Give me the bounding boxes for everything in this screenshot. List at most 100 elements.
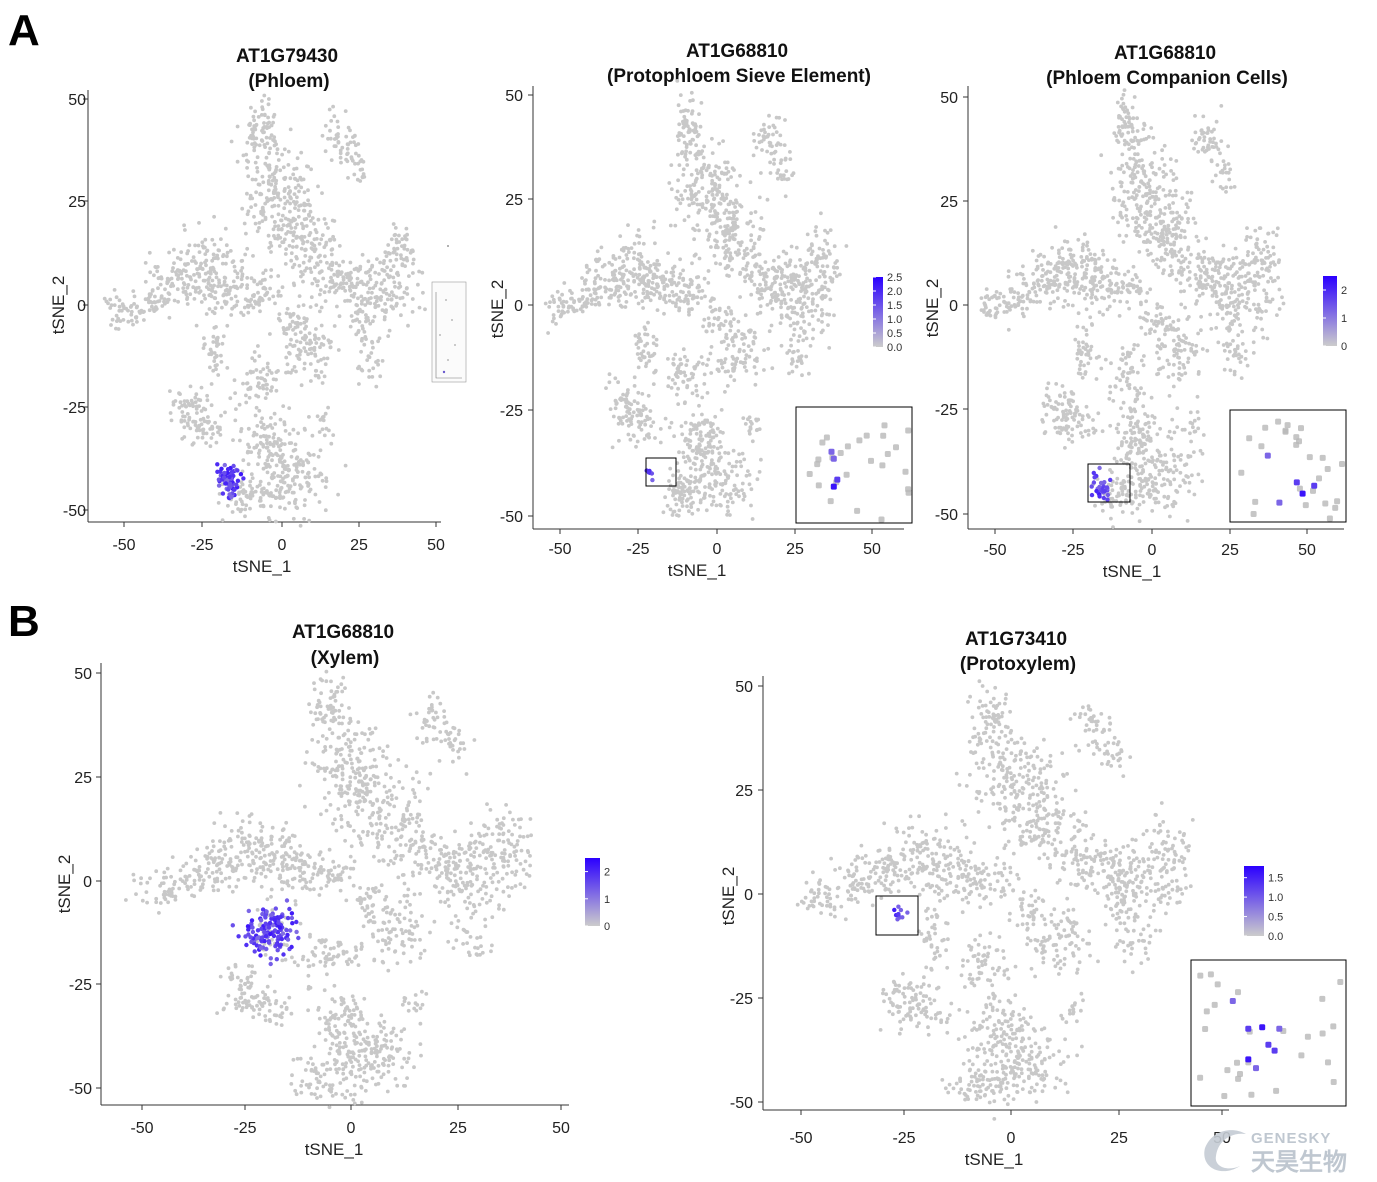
- cell-point: [309, 270, 314, 274]
- cell-point: [148, 270, 153, 275]
- cell-point: [214, 275, 219, 280]
- cell-point: [194, 404, 199, 409]
- cell-point: [324, 284, 328, 289]
- cell-point: [677, 122, 682, 127]
- cell-point: [1214, 265, 1218, 269]
- cell-point: [104, 299, 109, 304]
- cell-point: [676, 152, 680, 157]
- cell-point: [215, 253, 220, 258]
- cell-point: [732, 213, 736, 218]
- cell-point: [686, 479, 691, 483]
- cell-point: [244, 393, 248, 398]
- cell-point: [268, 136, 272, 140]
- cell-point: [799, 306, 804, 311]
- cell-point: [768, 160, 772, 165]
- cell-point: [1271, 230, 1276, 235]
- cell-point: [706, 449, 711, 454]
- cell-point: [646, 351, 651, 356]
- cell-point: [190, 259, 194, 263]
- cell-point: [1126, 165, 1130, 169]
- cell-point: [356, 328, 361, 333]
- cell-point: [1152, 150, 1157, 155]
- cell-point: [201, 278, 206, 283]
- cell-point: [1186, 220, 1190, 225]
- cell-point: [1212, 283, 1217, 287]
- cell-point: [263, 396, 268, 400]
- cell-point: [1159, 211, 1163, 215]
- cell-point: [617, 438, 621, 443]
- cell-point: [213, 296, 218, 301]
- cell-point: [355, 282, 360, 287]
- cell-point: [257, 226, 261, 230]
- cell-point: [167, 277, 172, 282]
- cell-point: [1135, 152, 1140, 157]
- cell-point: [1120, 163, 1125, 168]
- cell-point: [270, 214, 274, 219]
- cell-point: [294, 339, 299, 344]
- cell-point: [411, 257, 416, 262]
- cell-point: [743, 275, 747, 279]
- cell-point: [309, 379, 313, 383]
- inset-cell-point: [856, 437, 863, 444]
- cell-point: [260, 219, 265, 224]
- inset-cell-point: [815, 482, 822, 489]
- cell-point: [1207, 260, 1212, 265]
- cell-point: [352, 140, 356, 145]
- cell-point: [1111, 215, 1115, 220]
- cell-point: [715, 192, 719, 197]
- cell-point: [1138, 287, 1143, 292]
- cell-point: [264, 434, 269, 438]
- cell-point: [697, 228, 701, 233]
- cell-point: [367, 355, 372, 360]
- cell-point: [641, 275, 645, 280]
- cell-point: [323, 254, 327, 259]
- cell-point: [648, 409, 653, 413]
- cell-point: [194, 428, 199, 433]
- cell-point: [133, 315, 138, 320]
- cell-point: [1253, 228, 1258, 233]
- cell-point: [676, 402, 681, 406]
- cell-point: [700, 173, 705, 178]
- cell-point: [1145, 200, 1149, 205]
- cell-point: [676, 484, 681, 488]
- cell-point: [1084, 328, 1089, 333]
- cell-point: [799, 326, 803, 330]
- cell-point: [725, 160, 730, 165]
- cell-point: [291, 516, 296, 521]
- cell-point: [823, 274, 827, 279]
- cell-point: [1179, 216, 1184, 221]
- cell-point: [154, 265, 159, 270]
- cell-point: [1201, 114, 1206, 119]
- cell-point: [1182, 289, 1186, 293]
- cell-point: [1229, 290, 1234, 295]
- cell-point: [283, 201, 288, 206]
- cell-point: [294, 200, 299, 205]
- cell-point: [677, 476, 681, 481]
- cell-point: [1198, 275, 1203, 280]
- cell-point: [613, 376, 618, 381]
- cell-point: [114, 326, 118, 331]
- cell-point: [771, 132, 775, 137]
- y-tick-label: 50: [505, 88, 523, 105]
- cell-point: [685, 504, 689, 509]
- cell-point: [1085, 255, 1089, 259]
- cell-point: [708, 438, 713, 443]
- cell-point: [141, 310, 146, 314]
- cell-point: [589, 302, 594, 306]
- cell-point: [262, 130, 266, 135]
- cell-point: [1135, 392, 1140, 397]
- cell-point: [666, 251, 670, 256]
- cell-point: [390, 290, 394, 294]
- y-tick-label: 50: [68, 92, 86, 109]
- cell-point: [356, 366, 360, 371]
- cell-point: [1118, 114, 1122, 119]
- cell-point: [260, 205, 265, 210]
- cell-point: [367, 375, 371, 379]
- cell-point: [254, 190, 258, 195]
- cell-point: [193, 395, 198, 400]
- cell-point: [278, 235, 283, 240]
- cell-point: [811, 336, 815, 341]
- cell-point: [708, 171, 713, 176]
- cell-point: [259, 113, 264, 117]
- cell-point: [215, 354, 219, 358]
